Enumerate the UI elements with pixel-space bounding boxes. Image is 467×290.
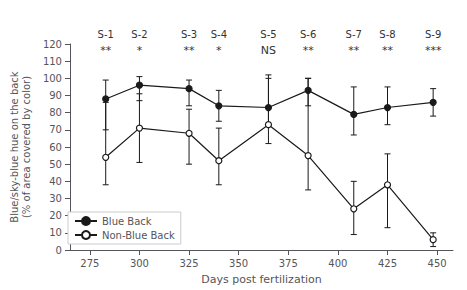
svg-text:70: 70 — [49, 124, 62, 135]
svg-text:40: 40 — [49, 176, 62, 187]
svg-text:S-8: S-8 — [379, 29, 395, 40]
svg-text:Blue Back: Blue Back — [102, 216, 152, 227]
svg-text:30: 30 — [49, 193, 62, 204]
svg-text:0: 0 — [56, 245, 62, 256]
svg-text:**: ** — [348, 44, 360, 57]
svg-text:275: 275 — [80, 258, 99, 269]
svg-text:S-6: S-6 — [300, 29, 316, 40]
svg-text:*: * — [216, 44, 222, 57]
svg-text:S-3: S-3 — [181, 29, 197, 40]
svg-text:325: 325 — [180, 258, 199, 269]
svg-text:90: 90 — [49, 90, 62, 101]
svg-text:S-2: S-2 — [131, 29, 147, 40]
svg-text:***: *** — [425, 44, 442, 57]
svg-text:S-1: S-1 — [98, 29, 114, 40]
svg-text:10: 10 — [49, 227, 62, 238]
svg-text:350: 350 — [229, 258, 248, 269]
svg-text:120: 120 — [43, 39, 62, 50]
svg-text:S-5: S-5 — [260, 29, 276, 40]
svg-text:375: 375 — [279, 258, 298, 269]
svg-text:S-7: S-7 — [346, 29, 362, 40]
svg-text:60: 60 — [49, 142, 62, 153]
svg-text:425: 425 — [378, 258, 397, 269]
svg-text:S-4: S-4 — [211, 29, 227, 40]
svg-text:(% of area covered by color): (% of area covered by color) — [21, 76, 32, 218]
svg-text:Blue/sky-blue hue on the back: Blue/sky-blue hue on the back — [9, 71, 20, 222]
svg-text:**: ** — [100, 44, 112, 57]
svg-text:*: * — [137, 44, 143, 57]
svg-text:20: 20 — [49, 210, 62, 221]
svg-text:**: ** — [303, 44, 315, 57]
svg-text:110: 110 — [43, 56, 62, 67]
svg-text:300: 300 — [130, 258, 149, 269]
svg-text:450: 450 — [428, 258, 447, 269]
svg-text:Non-Blue Back: Non-Blue Back — [102, 230, 175, 241]
svg-text:400: 400 — [328, 258, 347, 269]
svg-text:S-9: S-9 — [425, 29, 441, 40]
svg-text:100: 100 — [43, 73, 62, 84]
svg-text:50: 50 — [49, 159, 62, 170]
svg-text:**: ** — [184, 44, 196, 57]
svg-text:80: 80 — [49, 107, 62, 118]
svg-text:NS: NS — [261, 44, 276, 57]
svg-text:Days post fertilization: Days post fertilization — [201, 273, 321, 286]
svg-text:**: ** — [382, 44, 394, 57]
